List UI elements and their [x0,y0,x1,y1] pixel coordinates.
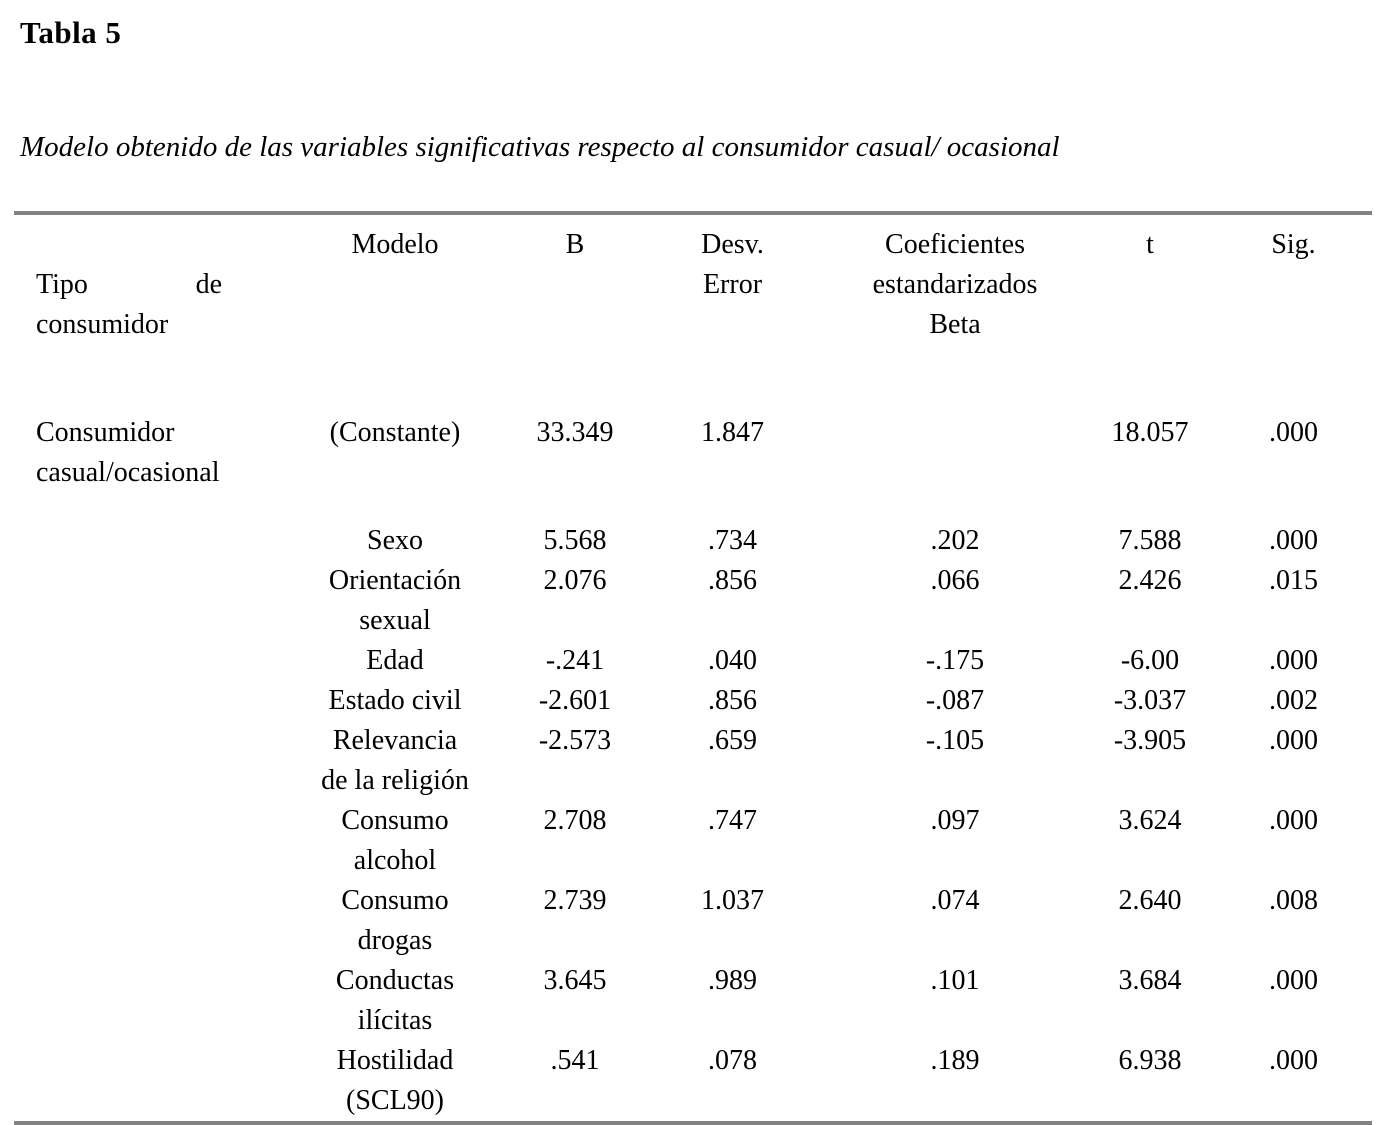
cell-modelo: (Constante) [329,417,461,448]
regression-results-table: Tipo de consumidor Modelo B Desv. Error … [14,211,1372,1125]
table-number-title: Tabla 5 [20,15,122,50]
cell-t: 2.426 [1118,565,1182,596]
header-tipo-de-consumidor: Tipo de consumidor [14,213,280,413]
table-row: Orientación sexual 2.076 .856 .066 2.426 .015 [14,561,1372,641]
cell-b: 2.708 [543,805,607,836]
cell-t: 2.640 [1118,885,1182,916]
cell-b: 33.349 [536,417,614,448]
cell-t: 6.938 [1118,1045,1182,1076]
cell-desv: .856 [708,565,757,596]
cell-tipo [14,641,280,681]
header-t: t [1146,229,1154,260]
cell-desv: .659 [708,725,757,756]
cell-sig: .000 [1269,417,1318,448]
cell-beta [825,413,1085,521]
table-row: Sexo 5.568 .734 .202 7.588 .000 [14,521,1372,561]
table-caption: Modelo obtenido de las variables signifi… [20,131,1060,163]
cell-beta: .074 [930,885,980,916]
cell-sig: .000 [1269,965,1318,996]
header-sig: Sig. [1271,229,1316,260]
table-row: Consumo alcohol 2.708 .747 .097 3.624 .000 [14,801,1372,881]
cell-t: -3.905 [1113,725,1187,756]
cell-desv: .078 [708,1045,757,1076]
cell-b: 2.076 [543,565,607,596]
table-row: Hostilidad (SCL90) .541 .078 .189 6.938 .000 [14,1041,1372,1123]
cell-b: -2.601 [538,685,612,716]
cell-modelo: Relevancia de la religión [321,725,469,796]
cell-beta: -.105 [925,725,985,756]
cell-modelo: Orientación sexual [328,565,462,636]
cell-beta: -.175 [925,645,985,676]
cell-modelo: Conductas ilícitas [335,965,455,1036]
cell-desv: .747 [708,805,757,836]
cell-tipo [14,681,280,721]
cell-desv: 1.847 [701,417,764,448]
cell-modelo: Consumo drogas [341,885,449,956]
header-b: B [565,229,585,260]
header-row: Tipo de consumidor Modelo B Desv. Error … [14,213,1372,413]
cell-b: -.241 [545,645,605,676]
cell-t: 3.624 [1118,805,1182,836]
cell-b: .541 [550,1045,600,1076]
cell-beta: .202 [930,525,980,556]
cell-beta: .189 [930,1045,980,1076]
header-modelo: Modelo [351,229,439,260]
cell-t: 7.588 [1118,525,1182,556]
cell-modelo: Sexo [367,525,423,556]
cell-b: -2.573 [538,725,612,756]
cell-sig: .015 [1269,565,1318,596]
cell-b: 2.739 [543,885,607,916]
header-desv-error: Desv. Error [701,229,764,300]
table-row: Estado civil -2.601 .856 -.087 -3.037 .002 [14,681,1372,721]
cell-desv: .040 [708,645,757,676]
cell-desv: .856 [708,685,757,716]
cell-tipo [14,721,280,801]
cell-tipo [14,561,280,641]
cell-sig: .002 [1269,685,1318,716]
cell-desv: .734 [708,525,757,556]
table-row: Consumidor casual/ocasional (Constante) 33… [14,413,1372,521]
cell-t: 3.684 [1118,965,1182,996]
cell-tipo [14,1041,280,1123]
cell-modelo: Hostilidad (SCL90) [336,1045,454,1116]
cell-beta: -.087 [925,685,985,716]
table-body: Consumidor casual/ocasional (Constante) 33… [14,413,1372,1123]
cell-modelo: Edad [366,645,424,676]
cell-beta: .097 [930,805,980,836]
table-row: Conductas ilícitas 3.645 .989 .101 3.684 .000 [14,961,1372,1041]
cell-desv: .989 [708,965,757,996]
cell-b: 3.645 [543,965,607,996]
table-row: Relevancia de la religión -2.573 .659 -.105… [14,721,1372,801]
cell-modelo: Consumo alcohol [341,805,449,876]
cell-sig: .000 [1269,1045,1318,1076]
cell-sig: .008 [1269,885,1318,916]
cell-tipo [14,521,280,561]
cell-desv: 1.037 [701,885,764,916]
cell-beta: .101 [930,965,980,996]
header-tipo-de-consumidor-label: Tipo de consumidor [36,269,222,340]
table-row: Edad -.241 .040 -.175 -6.00 .000 [14,641,1372,681]
cell-tipo [14,881,280,961]
table-row: Consumo drogas 2.739 1.037 .074 2.640 .008 [14,881,1372,961]
cell-t: -3.037 [1113,685,1187,716]
table-header: Tipo de consumidor Modelo B Desv. Error … [14,213,1372,413]
cell-tipo: Consumidor casual/ocasional [36,417,220,488]
cell-sig: .000 [1269,725,1318,756]
cell-t: 18.057 [1111,417,1189,448]
cell-tipo [14,961,280,1041]
cell-t: -6.00 [1120,645,1180,676]
cell-sig: .000 [1269,805,1318,836]
cell-sig: .000 [1269,645,1318,676]
cell-sig: .000 [1269,525,1318,556]
cell-tipo [14,801,280,881]
cell-beta: .066 [930,565,980,596]
header-coeficientes-beta: Coeficientes estandarizados Beta [872,229,1038,340]
cell-b: 5.568 [543,525,607,556]
cell-modelo: Estado civil [328,685,462,716]
